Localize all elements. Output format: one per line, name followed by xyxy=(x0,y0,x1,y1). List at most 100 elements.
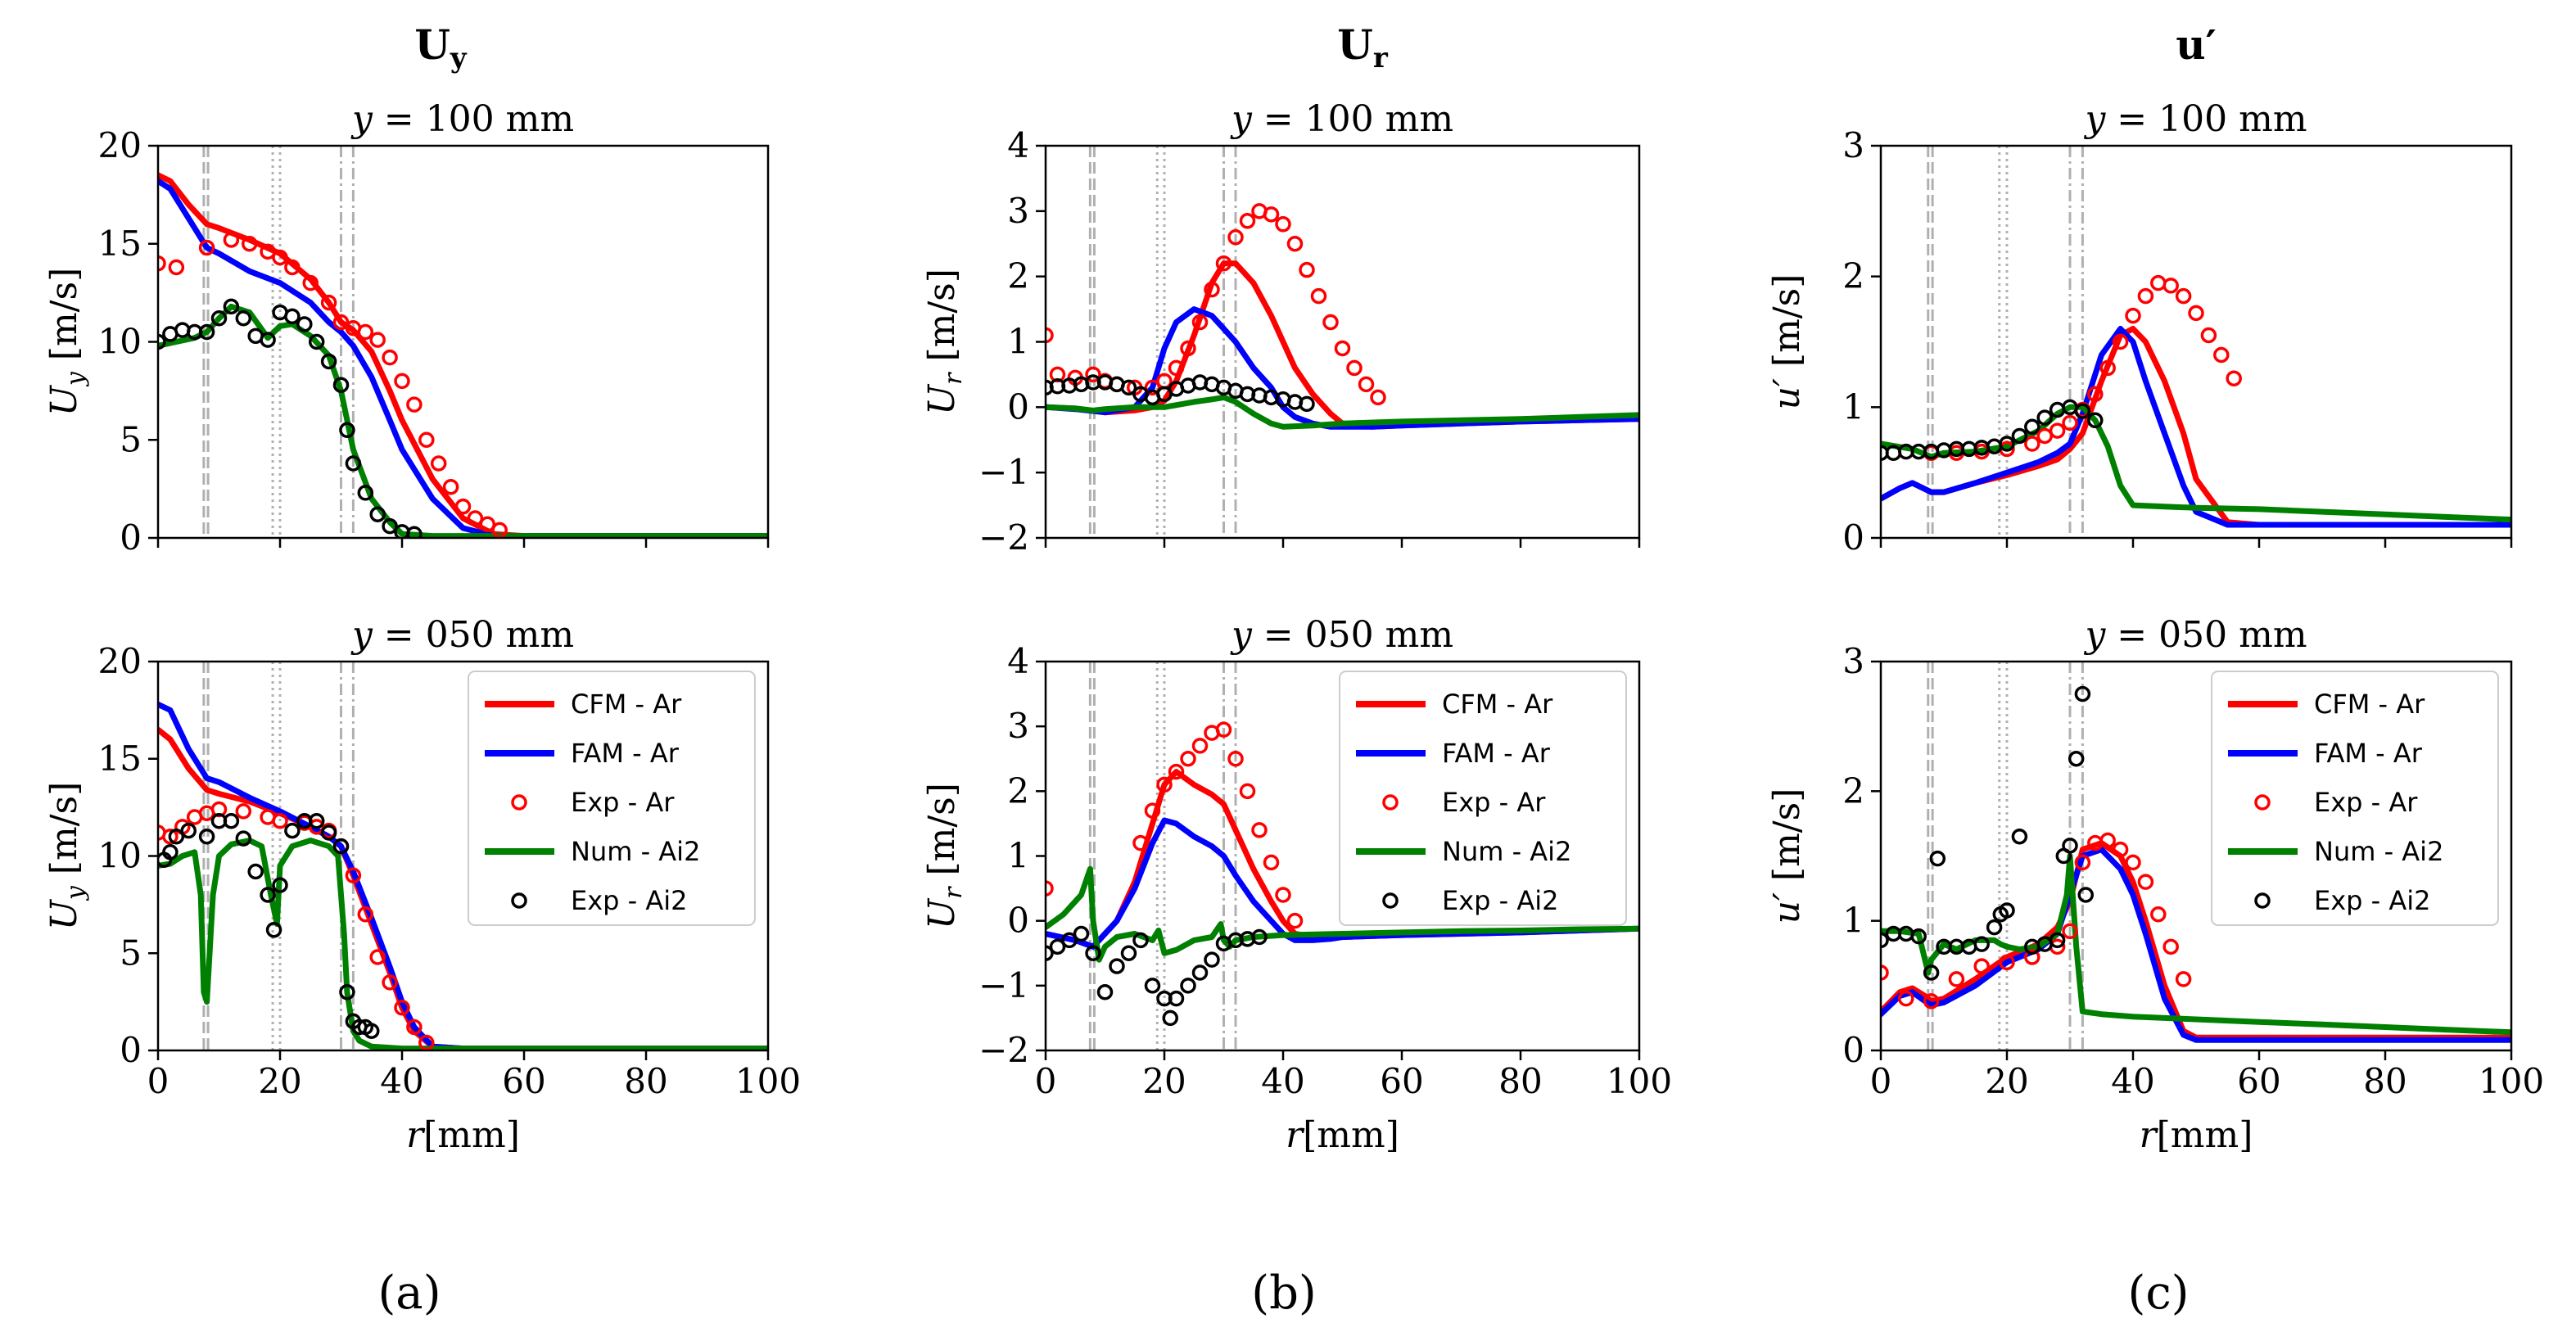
chart-up050: 0 20 40 60 80 100 0 1 2 3 y = 050 mm u′ [m/s] r[mm] C… xyxy=(1766,614,2544,1156)
point-exp-ar xyxy=(479,516,496,532)
point-exp-ar xyxy=(1251,822,1268,838)
point-exp-ar xyxy=(382,349,398,366)
point-exp-ar xyxy=(2099,359,2116,377)
y-tick-label: 15 xyxy=(98,224,142,264)
x-label-symbol: r xyxy=(406,1114,426,1156)
point-exp-ai2 xyxy=(158,333,166,350)
legend-box xyxy=(1339,671,1627,926)
legend: CFM - Ar FAM - Ar Exp - Ar Num - Ai2 Exp - A… xyxy=(1339,671,1627,926)
point-exp-ar xyxy=(467,510,484,526)
y-tick-label: 10 xyxy=(98,836,142,876)
sub-label-a: (a) xyxy=(377,1267,441,1320)
point-exp-ar xyxy=(442,478,459,495)
point-exp-ar xyxy=(1263,206,1280,223)
point-exp-ai2 xyxy=(162,844,179,860)
y-tick-label: 1 xyxy=(1007,836,1029,876)
x-tick-label: 60 xyxy=(1380,1061,1423,1101)
point-exp-ar xyxy=(2137,287,2154,305)
point-exp-ai2 xyxy=(1144,978,1161,994)
point-exp-ar xyxy=(1275,216,1291,233)
point-exp-ai2 xyxy=(1191,964,1209,981)
x-tick-label: 20 xyxy=(258,1061,301,1101)
title-rest: = 100 mm xyxy=(2105,98,2307,140)
point-exp-ar xyxy=(369,332,386,348)
point-exp-ai2 xyxy=(332,377,350,393)
legend-marker-exp-ar xyxy=(1382,794,1399,811)
point-exp-ar xyxy=(2150,906,2167,923)
point-exp-ai2 xyxy=(1180,978,1196,994)
sub-label-b: (b) xyxy=(1251,1267,1317,1320)
point-exp-ar xyxy=(1168,359,1185,377)
point-exp-ar xyxy=(2175,971,2192,987)
point-exp-ai2 xyxy=(168,829,185,845)
point-exp-ai2 xyxy=(2049,932,2066,949)
series-line-cfm-ar xyxy=(1046,260,1639,430)
point-exp-ai2 xyxy=(1109,958,1125,974)
legend-label: FAM - Ar xyxy=(1442,738,1551,769)
point-exp-ar xyxy=(1204,281,1220,298)
x-axis-label: r[mm] xyxy=(1286,1114,1399,1156)
y-tick-label: 2 xyxy=(1842,256,1864,296)
point-exp-ai2 xyxy=(272,877,288,893)
legend-marker-exp-ar xyxy=(511,794,527,811)
point-exp-ai2 xyxy=(2074,403,2091,419)
y-tick-label: 2 xyxy=(1007,770,1029,811)
series-group xyxy=(1881,274,2511,528)
point-exp-ar xyxy=(418,1034,435,1050)
point-exp-ai2 xyxy=(235,310,252,327)
legend-label: Exp - Ar xyxy=(2314,787,2418,818)
point-exp-ai2 xyxy=(308,813,325,829)
y-tick-label: 15 xyxy=(98,739,142,779)
axes-frame xyxy=(1879,144,2513,540)
point-exp-ai2 xyxy=(1910,928,1927,945)
point-exp-ai2 xyxy=(345,455,362,472)
legend-marker-exp-ar xyxy=(2254,794,2271,811)
point-exp-ar xyxy=(2112,841,2129,858)
point-exp-ai2 xyxy=(2024,418,2040,436)
point-exp-ar xyxy=(1358,376,1375,393)
title-rest: = 050 mm xyxy=(373,614,574,656)
point-exp-ar xyxy=(1881,964,1889,981)
x-tick-label: 100 xyxy=(2479,1061,2544,1101)
point-exp-ai2 xyxy=(1073,925,1090,942)
point-exp-ar xyxy=(2200,327,2217,344)
point-exp-ar xyxy=(2024,436,2040,452)
point-exp-ai2 xyxy=(1085,945,1101,961)
chart-ur100: −2 −1 0 1 2 3 4 y = 100 mm Ur [m/s] xyxy=(921,98,1641,558)
panel-title: y = 050 mm xyxy=(350,614,574,656)
y-tick-label: 0 xyxy=(1842,1030,1864,1070)
point-exp-ai2 xyxy=(2074,685,2091,702)
chart-up100: 0 1 2 3 y = 100 mm u′ [m/s] xyxy=(1766,98,2513,558)
y-axis-label: Uy [m/s] xyxy=(43,782,90,931)
point-exp-ar xyxy=(2162,938,2179,955)
y-tick-label: 5 xyxy=(120,419,142,459)
point-exp-ar xyxy=(394,373,410,390)
series-line-cfm-ar xyxy=(158,172,768,538)
point-exp-ai2 xyxy=(1251,928,1268,946)
y-label-symbol: U xyxy=(921,383,963,415)
legend-label: Num - Ai2 xyxy=(571,836,700,867)
point-exp-ar xyxy=(1898,990,1914,1007)
point-exp-ai2 xyxy=(320,353,337,370)
point-exp-ar xyxy=(1144,379,1161,396)
point-exp-ai2 xyxy=(296,316,313,332)
title-symbol: y xyxy=(350,614,373,656)
point-exp-ar xyxy=(242,236,258,252)
point-exp-ar xyxy=(1239,213,1256,229)
y-label-symbol: U xyxy=(921,897,963,929)
point-exp-ar xyxy=(345,867,362,883)
point-exp-ai2 xyxy=(223,813,240,829)
point-exp-ar xyxy=(357,323,374,341)
point-exp-ar xyxy=(2226,370,2242,386)
legend-box xyxy=(2211,671,2499,926)
y-tick-label: 1 xyxy=(1842,386,1864,427)
y-tick-label: 4 xyxy=(1007,125,1029,165)
point-exp-ar xyxy=(284,259,301,276)
y-tick-label: −2 xyxy=(978,1030,1029,1070)
point-exp-ar xyxy=(320,294,337,311)
point-exp-ar xyxy=(1191,314,1209,331)
point-exp-ar xyxy=(272,249,288,266)
legend-marker-exp-ai2 xyxy=(511,892,527,909)
legend: CFM - Ar FAM - Ar Exp - Ar Num - Ai2 Exp - A… xyxy=(468,671,756,926)
